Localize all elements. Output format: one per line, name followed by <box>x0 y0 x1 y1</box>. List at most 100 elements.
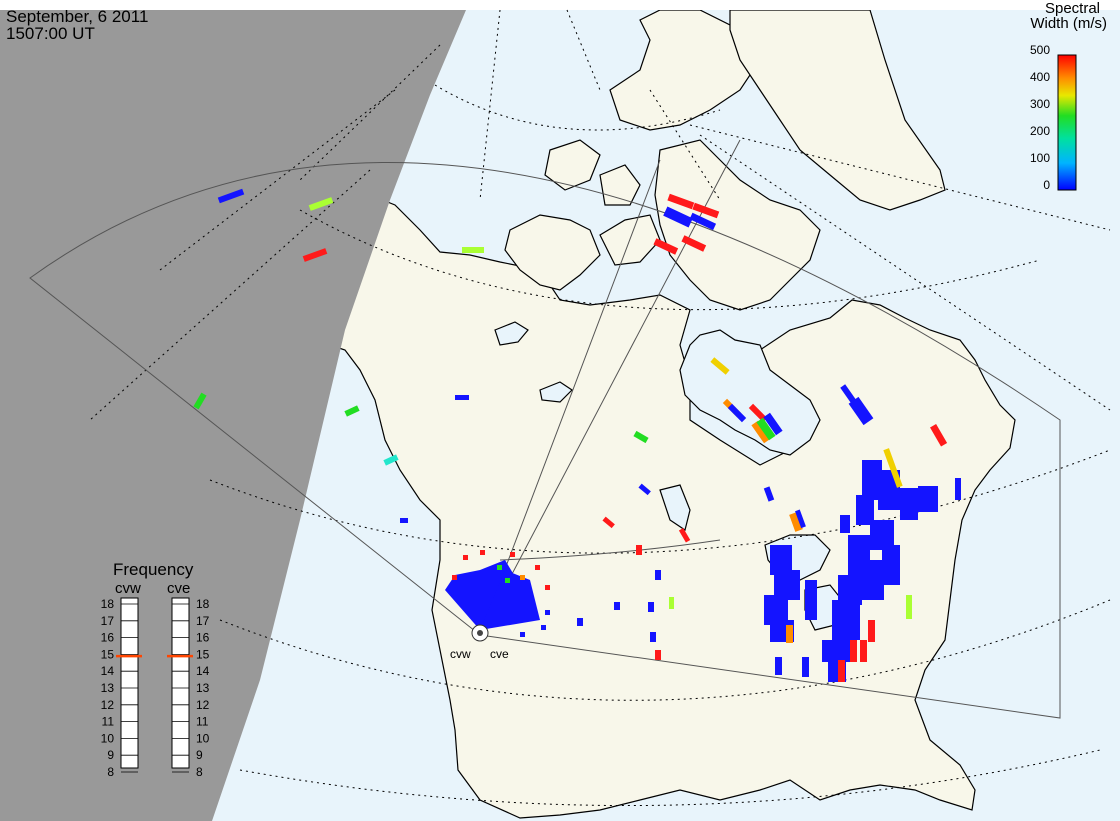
fan-segment <box>463 555 468 560</box>
scatter-cell <box>193 392 207 410</box>
timestamp-header: September, 6 2011 1507:00 UT <box>6 8 148 42</box>
scatter-cell <box>850 640 857 662</box>
scatter-cell <box>900 488 918 520</box>
scatter-cell <box>681 235 707 252</box>
scatter-cell <box>653 238 679 255</box>
scatter-cell <box>751 420 771 444</box>
fan-segment <box>520 632 525 637</box>
frequency-tick-label: 14 <box>196 664 210 678</box>
lake <box>659 484 691 531</box>
scatter-cell <box>727 403 747 423</box>
scatter-cell <box>689 212 717 231</box>
frequency-column-box <box>171 597 190 769</box>
scatter-cell <box>763 412 783 436</box>
frequency-tick-label: 12 <box>101 698 115 712</box>
scatter-cell <box>848 396 874 426</box>
scatter-cell <box>710 357 730 375</box>
frequency-tick-label: 12 <box>196 698 210 712</box>
colorbar-tick: 400 <box>1030 70 1050 84</box>
scatter-cell <box>862 460 882 500</box>
scatter-cell <box>789 512 803 532</box>
frequency-tick-label: 13 <box>196 681 210 695</box>
scatter-cell <box>955 478 961 500</box>
frequency-tick-label: 18 <box>196 597 210 611</box>
scatter-cell <box>840 515 850 533</box>
scatter-cell <box>930 423 948 447</box>
frequency-tick-label: 11 <box>102 715 115 729</box>
colorbar: Spectral Width (m/s) 500 400 300 200 100… <box>1030 0 1107 192</box>
colorbar-tick: 300 <box>1030 97 1050 111</box>
scatter-cell <box>763 486 775 502</box>
frequency-label-cve: cve <box>167 580 190 597</box>
scatter-cell <box>795 509 806 529</box>
scatter-cell <box>802 657 809 677</box>
frequency-tick-label: 15 <box>196 647 210 661</box>
scatter-cell <box>638 483 651 496</box>
fan-segment <box>545 585 550 590</box>
scatter-cell <box>868 620 875 642</box>
frequency-tick-label: 10 <box>101 731 115 745</box>
scatter-cell <box>832 600 860 640</box>
scatter-cell <box>770 545 792 575</box>
scatter-cell <box>856 495 874 525</box>
scatter-cell <box>786 625 793 643</box>
scatter-cell <box>860 560 884 600</box>
arctic-island <box>599 164 641 206</box>
scatter-cell <box>860 640 867 662</box>
fan-segment <box>535 565 540 570</box>
frequency-panel: Frequency cvw cve 18 18 17 17 16 16 15 15 14 14 13… <box>101 560 210 779</box>
scatter-cell <box>883 448 903 488</box>
scatter-cell <box>775 657 782 675</box>
fan-segment <box>530 605 535 610</box>
night-region <box>0 10 466 821</box>
fan-segment <box>480 570 540 630</box>
colorbar-tick: 500 <box>1030 43 1050 57</box>
scatter-cell <box>636 545 642 555</box>
frequency-tick-label: 14 <box>101 664 115 678</box>
scatter-cell <box>655 570 661 580</box>
scatter-cell <box>663 206 693 228</box>
scatter-cell <box>748 403 768 423</box>
scatter-cell <box>669 597 674 609</box>
frequency-tick-label: 16 <box>196 631 210 645</box>
scatter-cell <box>805 580 817 620</box>
colorbar-tick: 0 <box>1043 178 1050 192</box>
radar-sites: cvw cve <box>450 624 509 661</box>
scatter-data <box>193 188 961 682</box>
scatter-cell <box>648 602 654 612</box>
fan-segment <box>541 625 546 630</box>
frequency-label-cvw: cvw <box>115 580 141 597</box>
lake <box>494 321 529 346</box>
fan-segment <box>505 578 510 583</box>
scatter-cell <box>302 248 328 262</box>
frequency-tick-label: 15 <box>101 647 115 661</box>
arctic-island <box>504 214 601 291</box>
date-label: September, 6 2011 <box>6 7 149 26</box>
scatter-cell <box>577 618 583 626</box>
scatter-cell <box>383 454 399 466</box>
colorbar-tick: 200 <box>1030 124 1050 138</box>
radar-label-cve: cve <box>490 647 509 661</box>
fan-segment <box>480 550 485 555</box>
scatter-cell <box>650 632 656 642</box>
fan-segment <box>510 552 515 557</box>
radar-fan <box>445 550 550 637</box>
frequency-title: Frequency <box>113 560 194 579</box>
scatter-cell <box>217 188 245 204</box>
scatter-cell <box>906 595 912 619</box>
frequency-column-box <box>120 597 139 769</box>
frequency-tick-label: 8 <box>196 765 203 779</box>
lake <box>539 381 573 403</box>
frequency-tick-label: 11 <box>196 715 209 729</box>
frequency-tick-label: 10 <box>196 731 210 745</box>
frequency-tick-label: 9 <box>107 748 114 762</box>
scatter-cell <box>344 405 360 417</box>
scatter-cell <box>655 650 661 660</box>
scatter-cell <box>840 384 858 406</box>
frequency-tick-label: 17 <box>196 614 210 628</box>
scatter-cell <box>678 527 691 543</box>
scatter-cell <box>918 486 938 512</box>
radar-label-cvw: cvw <box>450 647 471 661</box>
fan-segment <box>452 575 457 580</box>
